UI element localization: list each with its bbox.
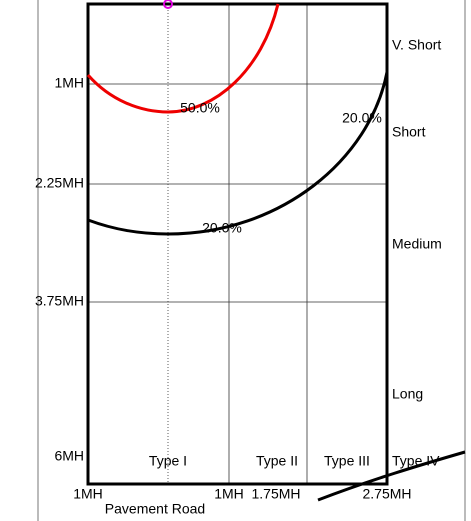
right-label: V. Short (392, 37, 441, 53)
bottom-label: 1.75MH (251, 486, 300, 502)
curve-label: 50.0% (180, 100, 220, 116)
right-label: Type IV (392, 453, 440, 469)
right-label: Long (392, 386, 423, 402)
right-label: Short (392, 124, 426, 140)
curve-20 (87, 71, 389, 236)
curve-50 (86, 3, 280, 114)
bottom-label: 1MH (73, 486, 103, 502)
type-label: Type II (256, 453, 298, 469)
bottom-label: 1MH (214, 486, 244, 502)
left-label: 1MH (54, 75, 84, 91)
left-label: 3.75MH (35, 293, 84, 309)
left-label: 6MH (54, 448, 84, 464)
curve-label: 20.0% (342, 110, 382, 126)
curve-type-iv (317, 450, 466, 502)
grid (88, 4, 387, 484)
luminaire-marker (163, 0, 173, 9)
curve-label: 20.0% (202, 220, 242, 236)
type-label: Type III (324, 453, 370, 469)
left-label: 2.25MH (35, 175, 84, 191)
right-label: Medium (392, 236, 442, 252)
plot-frame (86, 2, 389, 486)
x-axis-title: Pavement Road (105, 501, 205, 517)
bottom-label: 2.75MH (362, 486, 411, 502)
type-label: Type I (149, 453, 187, 469)
